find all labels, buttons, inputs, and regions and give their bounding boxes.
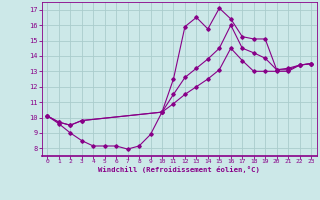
X-axis label: Windchill (Refroidissement éolien,°C): Windchill (Refroidissement éolien,°C) [98,166,260,173]
